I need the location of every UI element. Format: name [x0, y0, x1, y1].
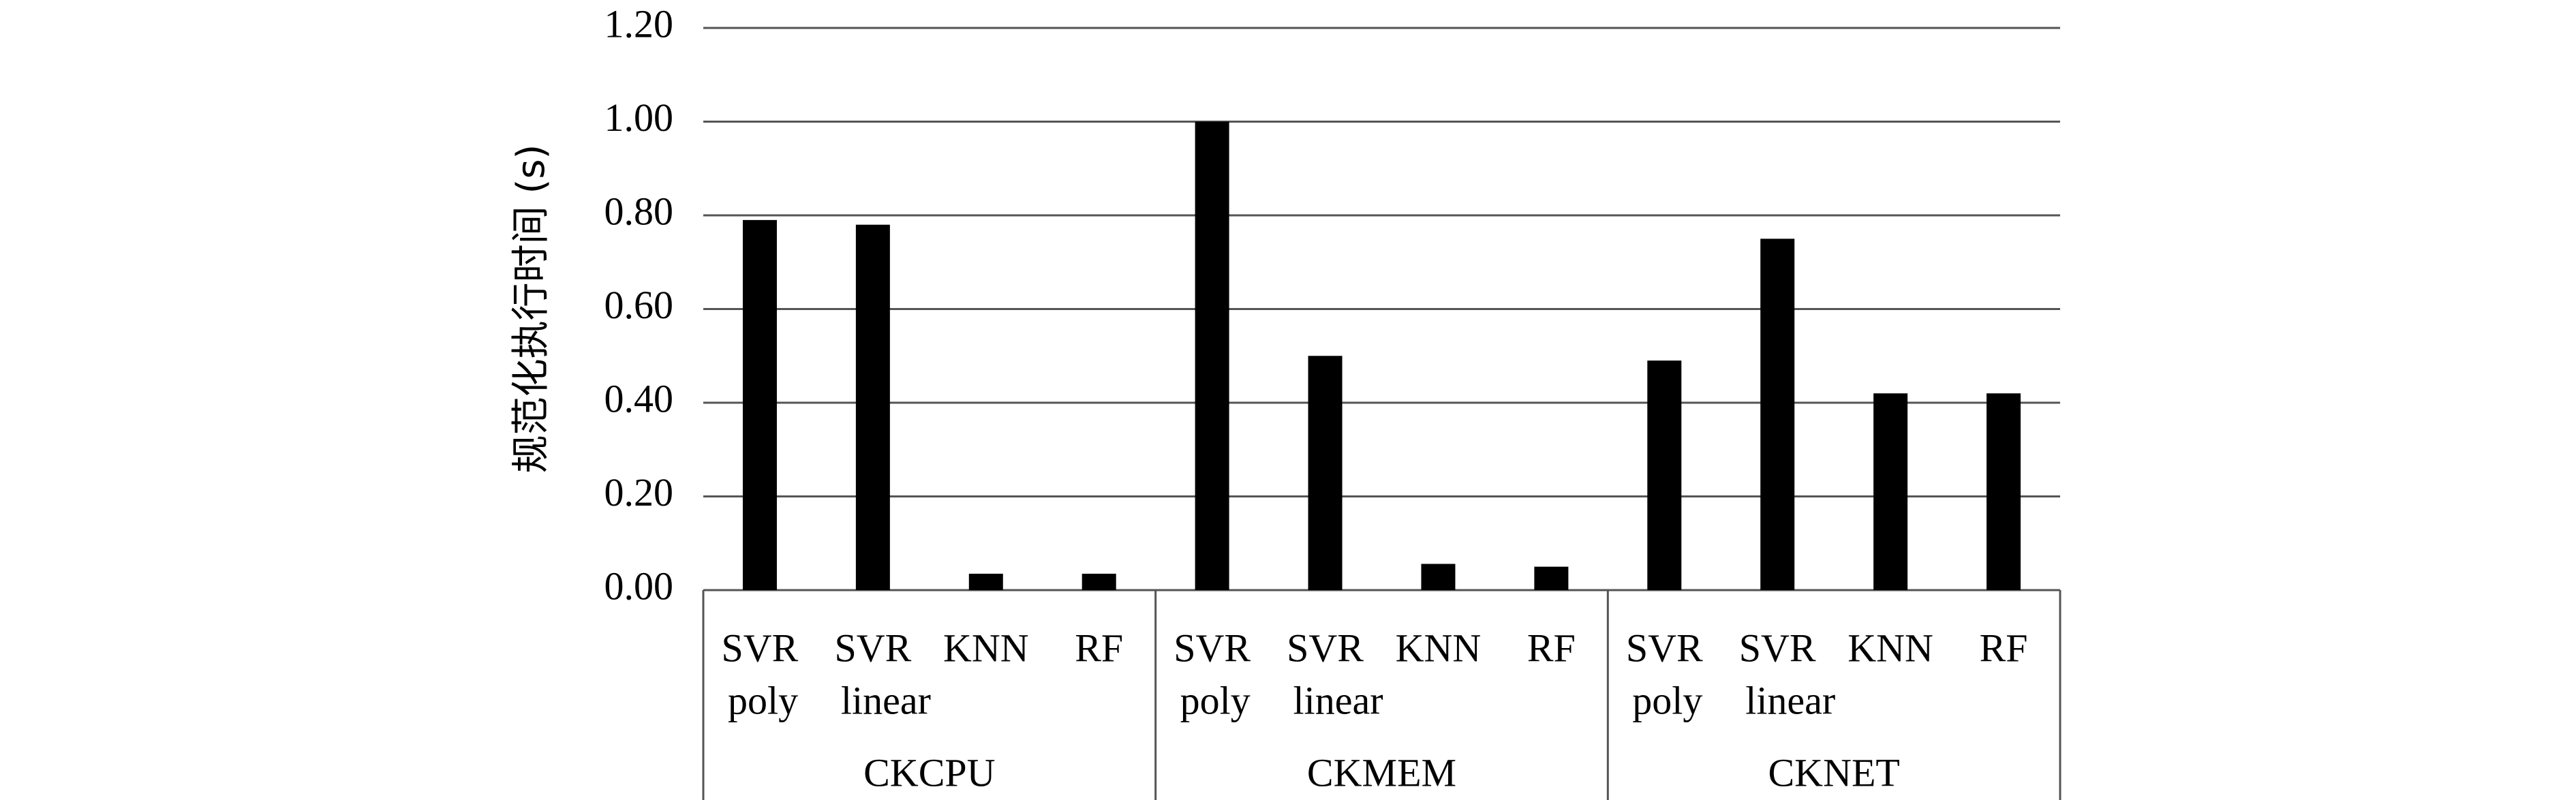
- bar: [1987, 393, 2021, 590]
- x-tick-label: poly: [728, 678, 798, 722]
- y-tick-label: 1.20: [604, 1, 674, 46]
- bar: [1534, 566, 1569, 590]
- group-label: CKMEM: [1307, 750, 1456, 795]
- x-tick-label: RF: [1075, 626, 1123, 670]
- y-tick-label: 0.20: [604, 470, 674, 514]
- bar: [1308, 356, 1343, 590]
- group-label: CKCPU: [863, 750, 995, 795]
- y-tick-label: 0.00: [604, 564, 674, 608]
- y-tick-label: 0.80: [604, 189, 674, 233]
- bar: [742, 219, 777, 590]
- bar: [968, 573, 1003, 590]
- y-axis-label: 规范化执行时间 (s): [509, 144, 553, 474]
- x-tick-label: KNN: [943, 626, 1029, 670]
- bar: [1421, 564, 1456, 590]
- x-tick-label: SVR: [1626, 626, 1703, 670]
- bar: [1082, 573, 1116, 590]
- x-tick-label: KNN: [1396, 626, 1482, 670]
- y-tick-label: 0.40: [604, 376, 674, 420]
- y-tick-label: 0.60: [604, 283, 674, 327]
- x-tick-label: RF: [1980, 626, 2028, 670]
- group-label: CKNET: [1768, 750, 1900, 795]
- bar: [1760, 239, 1795, 590]
- x-tick-label: SVR: [1174, 626, 1251, 670]
- x-tick-label: poly: [1632, 678, 1702, 722]
- bar: [1195, 121, 1229, 590]
- bar: [1873, 393, 1908, 590]
- x-tick-label: linear: [1293, 678, 1383, 722]
- x-tick-label: KNN: [1847, 626, 1933, 670]
- x-tick-label: linear: [1745, 678, 1835, 722]
- bar: [855, 224, 890, 590]
- x-tick-label: SVR: [1287, 626, 1364, 670]
- x-tick-label: SVR: [1739, 626, 1816, 670]
- x-tick-label: poly: [1180, 678, 1251, 722]
- x-tick-label: SVR: [834, 626, 911, 670]
- x-tick-label: linear: [841, 678, 931, 722]
- x-tick-label: SVR: [722, 626, 799, 670]
- y-tick-label: 1.00: [604, 95, 674, 140]
- bar: [1647, 360, 1682, 590]
- x-tick-label: RF: [1527, 626, 1576, 670]
